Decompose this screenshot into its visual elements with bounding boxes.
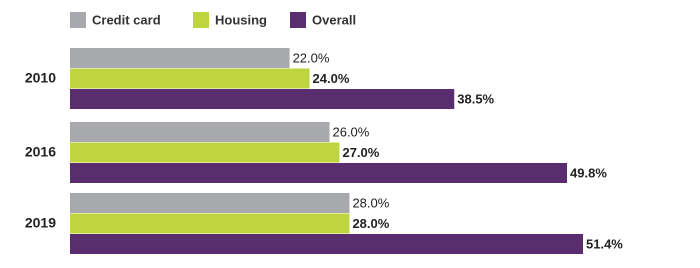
bar bbox=[70, 68, 310, 89]
value-label: 28.0% bbox=[352, 216, 389, 231]
bar bbox=[70, 213, 350, 234]
legend-label: Credit card bbox=[92, 12, 161, 27]
value-label: 24.0% bbox=[313, 71, 350, 86]
legend-swatch bbox=[70, 12, 86, 28]
bar bbox=[70, 163, 568, 183]
value-label: 28.0% bbox=[352, 195, 389, 210]
bar bbox=[70, 122, 330, 142]
bar bbox=[70, 234, 583, 254]
legend-label: Housing bbox=[215, 12, 267, 27]
category-label: 2010 bbox=[25, 70, 56, 86]
legend-swatch bbox=[193, 12, 209, 28]
value-label: 26.0% bbox=[332, 124, 369, 139]
bar bbox=[70, 142, 340, 163]
bar bbox=[70, 89, 455, 109]
value-label: 38.5% bbox=[457, 91, 494, 106]
value-label: 51.4% bbox=[586, 236, 623, 251]
legend-swatch bbox=[290, 12, 306, 28]
value-label: 22.0% bbox=[293, 50, 330, 65]
bar bbox=[70, 193, 350, 213]
value-label: 49.8% bbox=[570, 165, 607, 180]
legend-label: Overall bbox=[312, 12, 356, 27]
category-label: 2019 bbox=[25, 215, 56, 231]
value-label: 27.0% bbox=[342, 145, 379, 160]
category-label: 2016 bbox=[25, 144, 56, 160]
bar bbox=[70, 48, 290, 68]
